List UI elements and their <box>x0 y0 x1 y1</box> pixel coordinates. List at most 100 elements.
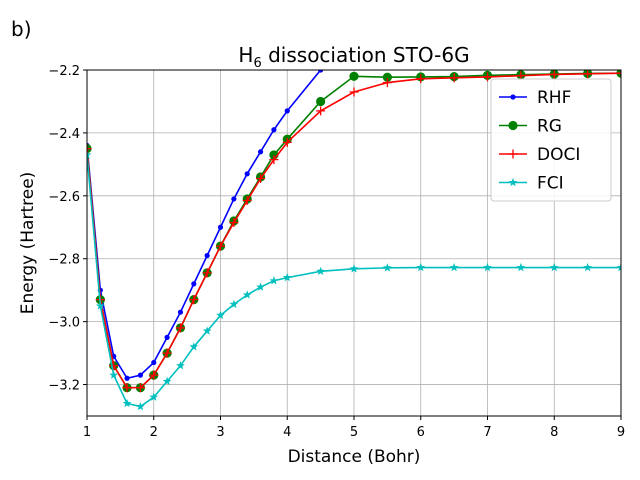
legend-label: RG <box>537 117 562 137</box>
data-point-rhf <box>164 334 170 340</box>
legend-marker <box>508 177 518 187</box>
data-point-fci <box>416 262 426 272</box>
data-point-fci <box>162 376 172 386</box>
y-tick-label: −3.0 <box>48 316 80 331</box>
data-point-doci <box>229 218 239 228</box>
y-tick-label: −2.2 <box>48 64 80 79</box>
x-tick-label: 3 <box>216 425 224 440</box>
legend-marker <box>508 120 518 131</box>
series-layer <box>87 70 621 411</box>
data-point-rg <box>316 96 326 107</box>
ticks: 1 2 3 4 5 6 7 8 9 −2.2 −2.4 −2.6 −2.8 −3.0 −3.2 <box>48 64 625 440</box>
data-point-fci <box>549 262 559 272</box>
data-point-doci <box>87 144 92 154</box>
data-point-rhf <box>204 252 210 259</box>
data-point-doci <box>316 106 326 116</box>
data-point-fci <box>583 262 592 272</box>
x-tick-label: 6 <box>417 425 425 440</box>
y-tick-label: −2.6 <box>48 190 80 205</box>
data-point-rhf <box>318 70 324 73</box>
legend-item-doci: DOCI <box>499 145 580 165</box>
data-point-fci <box>136 401 145 411</box>
legend-item-rg: RG <box>499 117 562 137</box>
series-fci <box>87 150 621 411</box>
data-point-rhf <box>151 359 157 366</box>
data-point-fci <box>516 262 526 272</box>
data-point-doci <box>483 72 492 82</box>
data-point-doci <box>382 78 392 88</box>
data-point-fci <box>149 392 159 401</box>
data-point-rhf <box>257 149 264 155</box>
data-point-fci <box>349 264 359 273</box>
series-line-doci <box>87 72 621 389</box>
series-line-rhf <box>87 70 322 380</box>
data-point-rg <box>382 72 392 82</box>
data-point-doci <box>282 137 292 147</box>
y-tick-label: −3.2 <box>48 379 80 394</box>
data-point-doci <box>216 241 225 251</box>
x-tick-label: 5 <box>350 425 358 440</box>
data-point-fci <box>229 299 239 309</box>
data-point-fci <box>189 342 199 351</box>
y-tick-label: −2.4 <box>48 127 80 142</box>
data-point-rhf <box>231 196 237 202</box>
legend: RHF RG DOCI FCI <box>490 78 612 202</box>
legend-item-rhf: RHF <box>499 88 571 108</box>
x-tick-label: 8 <box>550 425 558 440</box>
x-tick-label: 9 <box>617 425 625 440</box>
data-point-fci <box>95 301 105 310</box>
data-point-fci <box>122 398 132 408</box>
data-point-doci <box>583 70 593 79</box>
data-point-doci <box>149 370 159 380</box>
chart-title: H6 dissociation STO-6G <box>238 43 469 71</box>
data-point-fci <box>242 290 252 299</box>
data-point-doci <box>256 174 266 184</box>
data-point-doci <box>242 196 252 206</box>
chart-title-suffix: dissociation STO-6G <box>262 43 470 67</box>
data-point-fci <box>483 262 492 272</box>
data-point-doci <box>449 73 459 83</box>
data-point-doci <box>135 383 145 393</box>
data-point-rhf <box>177 309 184 315</box>
data-point-doci <box>202 268 212 278</box>
panel-label: b) <box>11 17 32 41</box>
data-point-doci <box>416 74 426 84</box>
data-point-fci <box>216 310 225 320</box>
legend-item-fci: FCI <box>499 174 564 194</box>
data-point-doci <box>269 155 279 165</box>
data-point-doci <box>349 87 359 97</box>
data-point-rg <box>349 71 359 81</box>
data-point-doci <box>109 361 119 371</box>
data-point-rhf <box>217 224 224 230</box>
grid <box>86 69 622 416</box>
data-point-doci <box>616 70 621 78</box>
chart-title-subscript: 6 <box>253 56 261 71</box>
data-point-rhf <box>271 127 277 133</box>
data-point-rhf <box>124 375 130 381</box>
data-point-rhf <box>137 372 143 378</box>
x-tick-label: 4 <box>283 425 291 440</box>
data-point-fci <box>256 282 265 291</box>
legend-box <box>490 78 612 202</box>
chart-title-prefix: H <box>238 43 253 67</box>
data-point-fci <box>282 273 292 282</box>
data-point-fci <box>383 263 392 272</box>
legend-marker <box>508 149 518 159</box>
data-point-fci <box>87 150 92 159</box>
data-point-fci <box>269 276 279 285</box>
legend-label: RHF <box>537 88 571 108</box>
data-point-fci <box>616 262 621 272</box>
series-line-fci <box>87 154 621 408</box>
data-point-doci <box>175 323 185 333</box>
data-point-fci <box>316 266 325 276</box>
y-axis-label: Energy (Hartree) <box>18 172 38 315</box>
data-point-rhf <box>244 171 250 177</box>
data-point-rhf <box>284 108 290 114</box>
data-point-doci <box>549 70 559 79</box>
y-tick-label: −2.8 <box>48 253 80 268</box>
series-rhf <box>87 70 324 381</box>
data-point-doci <box>162 348 172 358</box>
data-point-doci <box>189 295 199 305</box>
data-point-rhf <box>191 281 197 287</box>
